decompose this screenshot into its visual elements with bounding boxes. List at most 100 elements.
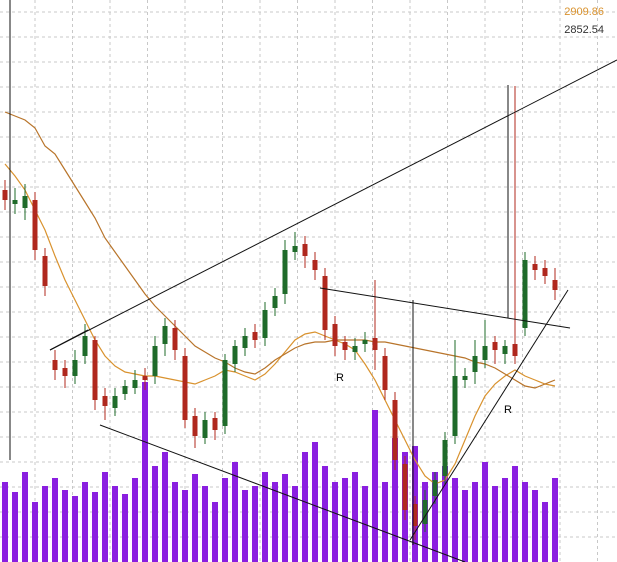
volume-bar [52, 478, 58, 562]
candle-body [62, 368, 68, 376]
volume-bar [352, 472, 358, 562]
volume-bar [112, 486, 118, 562]
candle-body [332, 324, 338, 346]
annotation: R [336, 372, 344, 384]
volume-bar [442, 466, 448, 562]
candle-body [342, 342, 348, 350]
candle-body [292, 246, 298, 252]
candle-body [22, 196, 28, 208]
volume-bar [382, 482, 388, 562]
candle-body [172, 328, 178, 350]
volume-bar [312, 442, 318, 562]
volume-bar [432, 472, 438, 562]
candle-body [442, 440, 448, 476]
candle-body [162, 326, 168, 344]
volume-bar [452, 478, 458, 562]
volume-bar [182, 490, 188, 562]
annotation: R [504, 404, 512, 416]
candle-body [2, 190, 8, 200]
candle-body [12, 200, 18, 204]
volume-bar [292, 486, 298, 562]
volume-bar [122, 494, 128, 562]
candle-body [242, 336, 248, 348]
trend-line [49, 59, 617, 351]
volume-bar [272, 482, 278, 562]
candle-body [152, 346, 158, 376]
volume-bar [142, 382, 148, 562]
candle-body [462, 376, 468, 380]
candle-body [352, 346, 358, 352]
candle-body [132, 380, 138, 388]
candle-body [252, 332, 258, 340]
volume-bar [542, 502, 548, 562]
candle-body [522, 260, 528, 328]
trend-line [49, 329, 89, 351]
candle-body [92, 340, 98, 400]
moving-average [4, 163, 556, 485]
candle-body [32, 200, 38, 250]
volume-bar [302, 452, 308, 562]
volume-bar [222, 478, 228, 562]
volume-bar [502, 478, 508, 562]
volume-bar [152, 466, 158, 562]
volume-bar [462, 490, 468, 562]
candle-body [322, 276, 328, 330]
candle-body [102, 396, 108, 406]
volume-bar [262, 472, 268, 562]
candle-body [112, 396, 118, 408]
volume-bar [62, 490, 68, 562]
volume-bar [342, 478, 348, 562]
candle-body [142, 376, 148, 380]
candle-body [552, 280, 558, 290]
volume-bar [242, 490, 248, 562]
legend-entry: 2852.54 [564, 24, 604, 36]
candle-body [272, 296, 278, 308]
candle-body [182, 356, 188, 420]
volume-bar [392, 438, 398, 562]
volume-bar [132, 478, 138, 562]
volume-bar [102, 472, 108, 562]
volume-bar [92, 492, 98, 562]
volume-bar [322, 466, 328, 562]
volume-bar [232, 462, 238, 562]
candle-body [482, 346, 488, 360]
volume-bar [522, 482, 528, 562]
trend-line [319, 287, 571, 329]
volume-bar [22, 472, 28, 562]
candle-body [302, 244, 308, 256]
volume-bar [162, 452, 168, 562]
volume-bar [192, 474, 198, 562]
candle-body [412, 504, 418, 526]
candle-body [452, 376, 458, 436]
volume-bar [482, 462, 488, 562]
candle-body [362, 340, 368, 344]
trend-lines [9, 0, 617, 562]
volume-layer [2, 382, 558, 562]
ma-layer [4, 111, 556, 485]
candle-body [382, 356, 388, 390]
candle-body [82, 336, 88, 356]
volume-bar [512, 466, 518, 562]
volume-bar [32, 502, 38, 562]
candle-body [222, 360, 228, 426]
candle-body [42, 256, 48, 286]
candle-body [422, 500, 428, 524]
volume-bar [2, 482, 8, 562]
volume-bar [372, 410, 378, 562]
volume-bar [552, 478, 558, 562]
candle-body [532, 264, 538, 270]
volume-bar [212, 502, 218, 562]
volume-bar [72, 496, 78, 562]
volume-bar [202, 486, 208, 562]
candle-body [52, 360, 58, 370]
candle-body [282, 250, 288, 294]
candle-body [492, 342, 498, 350]
volume-bar [492, 486, 498, 562]
candle-body [432, 480, 438, 496]
candle-body [542, 268, 548, 276]
volume-bar [332, 482, 338, 562]
volume-bar [532, 490, 538, 562]
candle-body [402, 464, 408, 510]
volume-bar [42, 486, 48, 562]
candle-body [192, 416, 198, 436]
